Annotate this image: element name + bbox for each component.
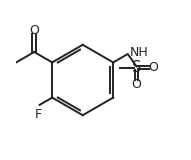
Text: O: O	[148, 61, 158, 74]
Text: NH: NH	[129, 46, 148, 59]
Text: S: S	[132, 60, 141, 75]
Text: O: O	[29, 24, 39, 37]
Text: F: F	[35, 108, 42, 121]
Text: O: O	[131, 78, 141, 91]
